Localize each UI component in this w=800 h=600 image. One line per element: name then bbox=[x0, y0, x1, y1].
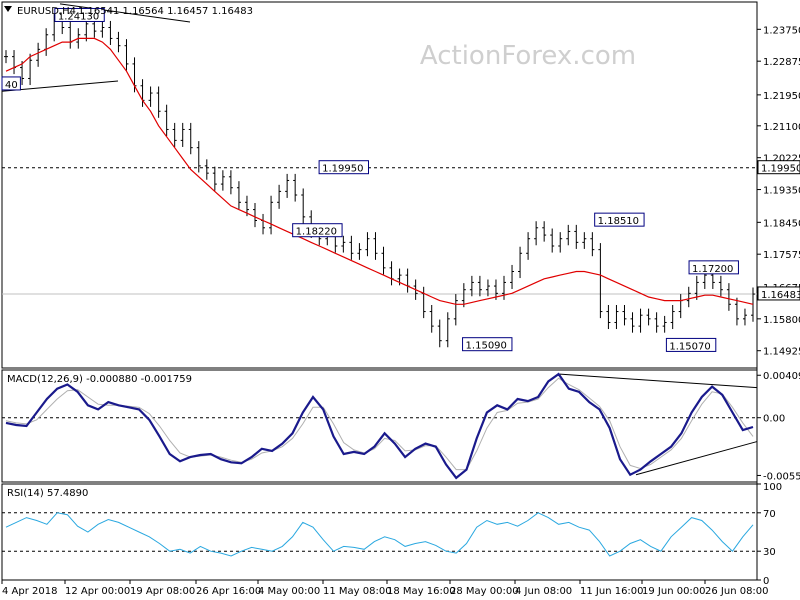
price-annotation-label: 1.18510 bbox=[598, 216, 639, 227]
price-trendline-support bbox=[1, 80, 119, 92]
rsi-panel-frame bbox=[1, 483, 758, 581]
price-annotation-box bbox=[462, 337, 513, 352]
price-annotation-box bbox=[292, 223, 343, 238]
rsi-ytick-label: 30 bbox=[763, 547, 776, 558]
macd-signal-line bbox=[5, 377, 754, 471]
rsi-ytick-label: 0 bbox=[763, 576, 769, 587]
macd-ytick-label: -0.005568 bbox=[763, 471, 800, 482]
price-annotation-box bbox=[594, 212, 645, 227]
macd-line bbox=[5, 372, 754, 480]
price-annotation-label: 1.19950 bbox=[322, 164, 363, 175]
price-trendline-resistance bbox=[59, 3, 191, 23]
price-ytick-label: 1.18450 bbox=[763, 218, 800, 229]
x-tick-label: 11 Jun 16:00 bbox=[580, 586, 644, 597]
macd-title: MACD(12,26,9) -0.000880 -0.001759 bbox=[7, 374, 192, 385]
x-tick-label: 19 Apr 08:00 bbox=[130, 586, 195, 597]
macd-panel-frame bbox=[1, 369, 758, 483]
price-ytick-label: 1.23750 bbox=[763, 25, 800, 36]
rsi-title: RSI(14) 57.4890 bbox=[7, 488, 88, 499]
quote-label: 1.16541 1.16564 1.16457 1.16483 bbox=[78, 6, 253, 17]
price-ytick-label: 1.14925 bbox=[763, 347, 800, 358]
current-price-box bbox=[757, 286, 800, 301]
current-price-label: 1.16483 bbox=[761, 290, 800, 301]
x-tick-label: 18 May 16:00 bbox=[387, 586, 456, 597]
symbol-label: EURUSD,H4 bbox=[17, 6, 76, 17]
price-ytick-label: 1.20225 bbox=[763, 154, 800, 165]
resistance-price-box bbox=[757, 160, 800, 175]
macd-trendline-lower bbox=[635, 441, 758, 476]
price-annotation-box bbox=[54, 7, 105, 22]
macd-ytick-label: 0.00 bbox=[763, 414, 785, 425]
price-ytick-label: 1.17575 bbox=[763, 250, 800, 261]
price-annotation-box bbox=[665, 337, 717, 352]
x-tick-label: 26 Jun 08:00 bbox=[705, 586, 769, 597]
watermark: ActionForex.com bbox=[420, 41, 636, 71]
x-tick-label: 4 Apr 2018 bbox=[2, 586, 57, 597]
price-annotation-label: 1.15090 bbox=[466, 341, 507, 352]
x-tick-label: 11 May 08:00 bbox=[323, 586, 392, 597]
rsi-ytick-label: 100 bbox=[763, 482, 782, 493]
price-annotation-box bbox=[318, 160, 370, 175]
macd-trendline-upper bbox=[559, 373, 758, 389]
x-tick-label: 19 Jun 00:00 bbox=[642, 586, 706, 597]
price-annotation-label: 1.17200 bbox=[692, 264, 733, 275]
resistance-price-label: 1.19950 bbox=[761, 164, 800, 175]
x-tick-label: 4 Jun 08:00 bbox=[515, 586, 572, 597]
rsi-line bbox=[5, 512, 754, 557]
price-annotation-label: 1.24130 bbox=[58, 11, 99, 22]
moving-average-line bbox=[5, 37, 754, 305]
x-tick-label: 12 Apr 00:00 bbox=[65, 586, 130, 597]
price-panel-frame bbox=[1, 1, 758, 369]
price-annotation-box bbox=[688, 260, 739, 275]
macd-ytick-label: 0.004094 bbox=[763, 371, 800, 382]
price-ytick-label: 1.22875 bbox=[763, 57, 800, 68]
x-tick-label: 4 May 00:00 bbox=[258, 586, 320, 597]
price-annotation-label: 1.15070 bbox=[669, 341, 710, 352]
price-annotation-label: 1.18220 bbox=[296, 227, 337, 238]
price-ytick-label: 1.15800 bbox=[763, 315, 800, 326]
rsi-ytick-label: 70 bbox=[763, 509, 776, 520]
price-ytick-label: 1.21950 bbox=[763, 91, 800, 102]
price-ytick-label: 1.19350 bbox=[763, 186, 800, 197]
x-tick-label: 26 Apr 16:00 bbox=[196, 586, 261, 597]
price-annotation-label: 40 bbox=[5, 80, 18, 91]
dropdown-arrow-icon[interactable] bbox=[4, 6, 12, 12]
price-ytick-label: 1.21100 bbox=[763, 122, 800, 133]
price-annotation-box bbox=[1, 76, 21, 91]
x-tick-label: 28 May 00:00 bbox=[450, 586, 519, 597]
